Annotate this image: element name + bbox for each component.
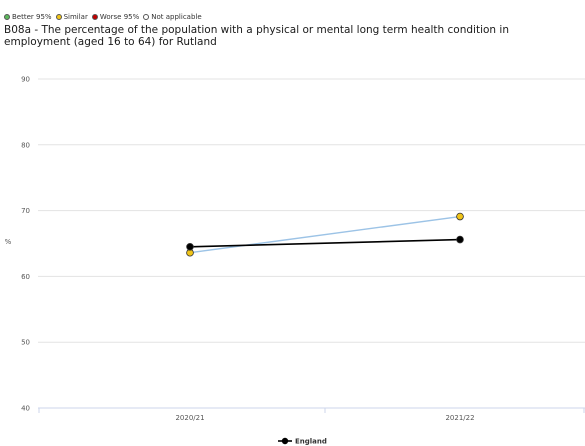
- y-tick-label: 50: [21, 339, 30, 347]
- england-data-point: [187, 243, 194, 250]
- y-tick-label: 60: [21, 273, 30, 281]
- y-tick-label: 40: [21, 405, 30, 413]
- legend-england-label: England: [295, 438, 327, 446]
- x-tick-label: 2021/22: [445, 414, 474, 422]
- rutland-series-line: [190, 217, 460, 253]
- legend-england-marker-icon: [282, 438, 288, 444]
- y-tick-label: 70: [21, 207, 30, 215]
- y-axis-label: %: [5, 238, 12, 246]
- x-tick-label: 2020/21: [175, 414, 204, 422]
- y-tick-label: 80: [21, 141, 30, 149]
- england-data-point: [457, 236, 464, 243]
- y-tick-label: 90: [21, 76, 30, 84]
- england-series-line: [190, 240, 460, 247]
- rutland-data-point: [457, 213, 464, 220]
